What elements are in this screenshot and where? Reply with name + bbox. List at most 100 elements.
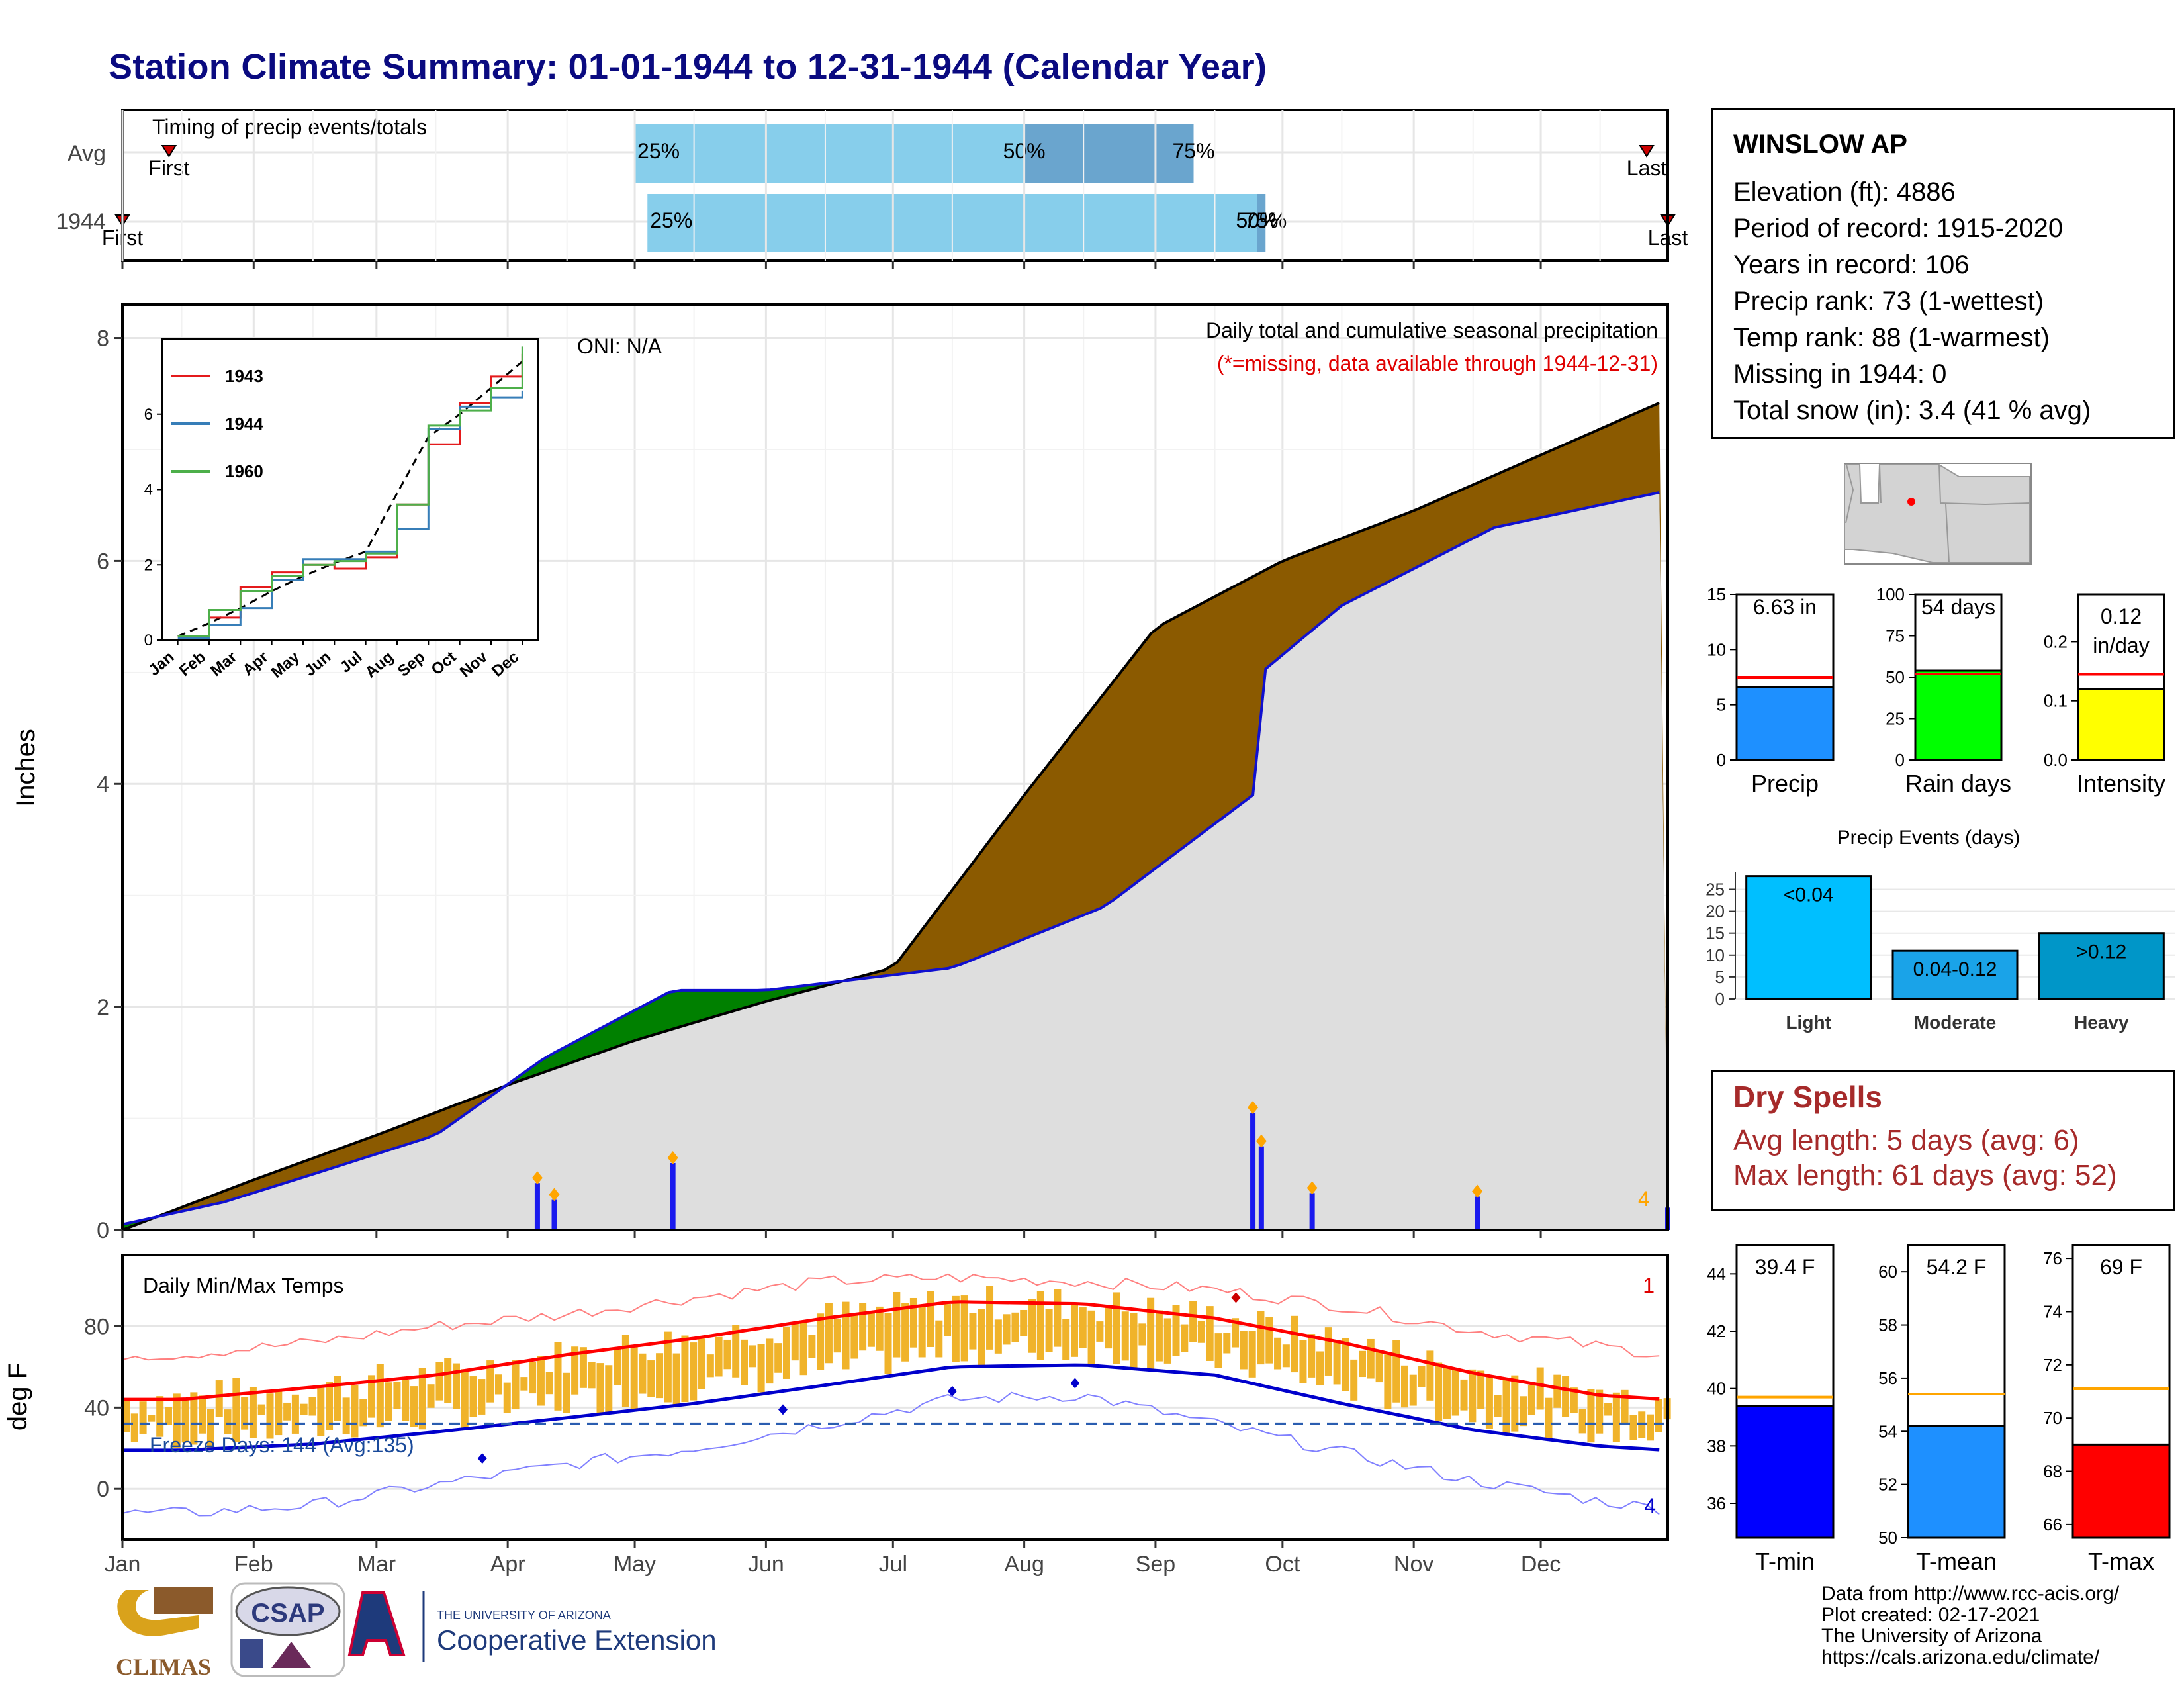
temp-y-tick-label: 40: [84, 1395, 109, 1421]
daily-temp-bar: [351, 1385, 359, 1438]
daily-temp-bar: [199, 1395, 206, 1434]
daily-record-marker: [549, 1188, 560, 1201]
temp-y-tick-label: 0: [97, 1477, 109, 1502]
daily-temp-bar: [994, 1319, 1002, 1354]
daily-temp-bar: [1629, 1415, 1637, 1440]
x-month-label: May: [614, 1552, 656, 1577]
mini-y-tick-label: 15: [1707, 585, 1726, 604]
daily-temp-bar: [402, 1380, 410, 1421]
daily-temp-bar: [478, 1379, 486, 1415]
precip-count-label: 4: [1638, 1187, 1650, 1211]
daily-temp-bar: [1443, 1367, 1451, 1419]
temp-bar-y-tick-label: 56: [1878, 1368, 1897, 1388]
mini-y-tick-label: 10: [1707, 639, 1726, 659]
daily-temp-bar: [799, 1321, 807, 1376]
daily-precip-bar: [534, 1183, 540, 1230]
daily-temp-bar: [275, 1389, 283, 1436]
precip-y-label: Inches: [11, 729, 40, 807]
daily-temp-bar: [130, 1413, 138, 1442]
location-map: [1844, 463, 2032, 565]
timing-title: Timing of precip events/totals: [152, 115, 427, 139]
temp-bar-y-tick-label: 58: [1878, 1315, 1897, 1335]
daily-temp-bar: [1367, 1338, 1375, 1379]
daily-temp-bar: [1553, 1374, 1561, 1408]
temp-bar-y-tick-label: 36: [1707, 1493, 1726, 1513]
temp-bar-y-tick-label: 68: [2043, 1462, 2062, 1481]
precip-annotation-note: (*=missing, data available through 1944-…: [1217, 352, 1658, 375]
mini-category-label: Intensity: [2077, 770, 2165, 797]
daily-temp-bar: [1596, 1389, 1604, 1434]
daily-temp-bar: [1282, 1344, 1290, 1368]
daily-temp-bar: [435, 1362, 443, 1401]
daily-temp-bar: [545, 1372, 553, 1395]
daily-temp-bar: [224, 1409, 232, 1434]
daily-temp-bar: [825, 1303, 833, 1364]
daily-temp-bar: [1342, 1338, 1349, 1391]
precip-y-tick-label: 0: [97, 1218, 109, 1243]
x-month-label: Jun: [748, 1552, 784, 1577]
daily-temp-bar: [1121, 1311, 1129, 1361]
map-states: [1844, 464, 2030, 563]
mini-value-bar: [2077, 688, 2165, 761]
daily-temp-bar: [630, 1346, 638, 1409]
daily-temp-bar: [1392, 1340, 1400, 1403]
daily-temp-bar: [308, 1397, 316, 1416]
station-name: WINSLOW AP: [1733, 130, 1907, 159]
climas-logo: CLIMAS: [116, 1587, 213, 1680]
events-category-label: Moderate: [1914, 1012, 1996, 1033]
daily-temp-bar: [215, 1380, 223, 1417]
precip-panel-frame: [121, 303, 1669, 1231]
precip-panel: 0 2 4 6 8 Inches Daily total and cumulative …: [11, 110, 1670, 1540]
timing-p25-label: 25%: [650, 209, 692, 232]
daily-temp-bar: [782, 1327, 790, 1379]
record-max-line: [122, 1273, 1660, 1361]
x-axis-months: Jan Feb Mar Apr May Jun Jul Aug Sep Oct Nov Dec: [105, 261, 1561, 1577]
precip-y-tick-label: 2: [97, 995, 109, 1020]
daily-temp-bar: [376, 1364, 384, 1428]
inset-legend-label: 1960: [225, 461, 263, 481]
daily-temp-bar: [927, 1291, 934, 1347]
station-info-box: WINSLOW AP Elevation (ft): 4886 Period o…: [1711, 108, 2175, 439]
dry-spells-box: Dry Spells Avg length: 5 days (avg: 6) M…: [1711, 1070, 2175, 1211]
daily-precip-bar: [1258, 1146, 1264, 1230]
daily-temp-bar: [1502, 1380, 1510, 1434]
temp-panel-frame: [121, 1254, 1669, 1541]
credit-line: The University of Arizona: [1821, 1625, 2042, 1647]
daily-temp-bar: [969, 1313, 977, 1350]
ua-line1: THE UNIVERSITY OF ARIZONA: [437, 1609, 611, 1622]
x-month-label: Jul: [879, 1552, 907, 1577]
daily-temp-bar: [418, 1368, 426, 1430]
daily-precip-bar: [1475, 1196, 1480, 1230]
daily-temp-bar: [1113, 1292, 1120, 1364]
temp-value-label: 39.4 F: [1755, 1255, 1815, 1279]
daily-temp-bar: [537, 1356, 545, 1406]
daily-temp-bar: [571, 1346, 579, 1395]
daily-temp-bar: [791, 1321, 799, 1361]
record-min-marker: [1070, 1378, 1080, 1389]
daily-temp-bar: [359, 1399, 367, 1427]
mini-y-tick-label: 75: [1886, 626, 1905, 646]
dry-spells-avg: Avg length: 5 days (avg: 6): [1733, 1124, 2079, 1156]
daily-temp-bar: [494, 1374, 502, 1395]
precip-y-tick-label: 6: [97, 549, 109, 574]
events-y-tick-label: 15: [1706, 923, 1725, 943]
daily-temp-bar: [1197, 1320, 1205, 1343]
events-bar-value-label: 0.04-0.12: [1913, 959, 1997, 980]
daily-temp-bar: [647, 1360, 655, 1397]
ua-a-mark: [347, 1591, 406, 1656]
x-month-label: Apr: [490, 1552, 525, 1577]
x-month-label: Sep: [1136, 1552, 1176, 1577]
daily-temp-bar: [859, 1303, 867, 1351]
daily-temp-bar: [1409, 1374, 1417, 1406]
inset-y-tick-label: 2: [144, 556, 153, 574]
daily-temp-bar: [427, 1384, 435, 1408]
credit-line: Plot created: 02-17-2021: [1821, 1604, 2040, 1626]
daily-temp-bar: [1375, 1352, 1383, 1383]
temp-max-count: 1: [1643, 1274, 1655, 1297]
daily-temp-bar: [1316, 1351, 1324, 1385]
daily-temp-bar: [1384, 1354, 1392, 1409]
daily-temp-bar: [1079, 1307, 1087, 1348]
precip-y-ticks: 0 2 4 6 8: [97, 326, 122, 1243]
csap-logo: CSAP: [230, 1582, 345, 1677]
daily-temp-bar: [842, 1301, 850, 1370]
